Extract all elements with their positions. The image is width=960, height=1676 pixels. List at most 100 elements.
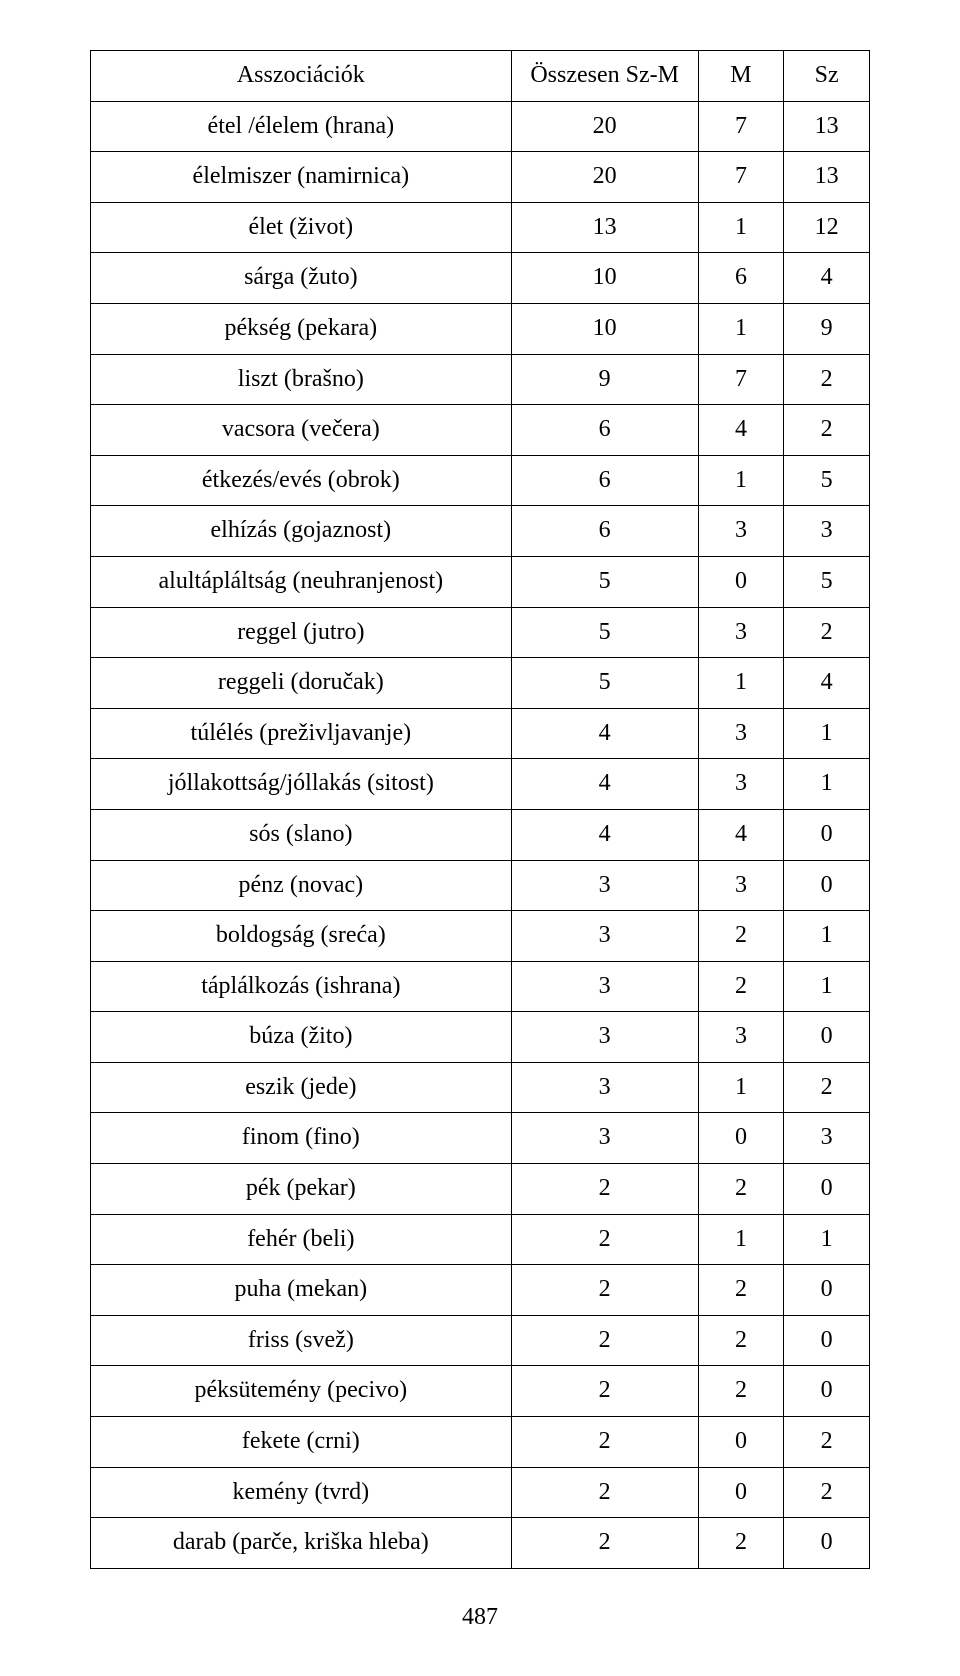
cell-sz: 3 <box>784 1113 870 1164</box>
cell-assoc: boldogság (sreća) <box>91 911 512 962</box>
cell-assoc: pék (pekar) <box>91 1164 512 1215</box>
cell-sz: 1 <box>784 708 870 759</box>
table-row: élet (život)13112 <box>91 202 870 253</box>
cell-total: 4 <box>511 809 698 860</box>
cell-total: 10 <box>511 303 698 354</box>
table-row: péksütemény (pecivo)220 <box>91 1366 870 1417</box>
cell-sz: 2 <box>784 1467 870 1518</box>
cell-sz: 0 <box>784 1012 870 1063</box>
cell-m: 2 <box>698 1366 784 1417</box>
cell-total: 13 <box>511 202 698 253</box>
cell-m: 2 <box>698 961 784 1012</box>
cell-sz: 0 <box>784 860 870 911</box>
cell-assoc: fekete (crni) <box>91 1417 512 1468</box>
table-row: táplálkozás (ishrana)321 <box>91 961 870 1012</box>
cell-total: 6 <box>511 506 698 557</box>
cell-total: 2 <box>511 1265 698 1316</box>
cell-assoc: finom (fino) <box>91 1113 512 1164</box>
table-row: eszik (jede)312 <box>91 1062 870 1113</box>
cell-assoc: pénz (novac) <box>91 860 512 911</box>
cell-m: 2 <box>698 1315 784 1366</box>
cell-total: 5 <box>511 556 698 607</box>
table-row: pénz (novac)330 <box>91 860 870 911</box>
cell-sz: 5 <box>784 455 870 506</box>
table-row: pék (pekar)220 <box>91 1164 870 1215</box>
cell-m: 3 <box>698 607 784 658</box>
cell-m: 2 <box>698 1164 784 1215</box>
cell-m: 2 <box>698 1518 784 1569</box>
cell-m: 7 <box>698 152 784 203</box>
cell-assoc: vacsora (večera) <box>91 405 512 456</box>
cell-assoc: eszik (jede) <box>91 1062 512 1113</box>
cell-m: 7 <box>698 354 784 405</box>
cell-m: 1 <box>698 455 784 506</box>
table-row: friss (svež)220 <box>91 1315 870 1366</box>
table-row: sós (slano)440 <box>91 809 870 860</box>
col-header-assoc: Asszociációk <box>91 51 512 102</box>
cell-sz: 2 <box>784 354 870 405</box>
cell-m: 1 <box>698 658 784 709</box>
col-header-total: Összesen Sz-M <box>511 51 698 102</box>
associations-table: Asszociációk Összesen Sz-M M Sz étel /él… <box>90 50 870 1569</box>
cell-assoc: túlélés (preživljavanje) <box>91 708 512 759</box>
cell-sz: 0 <box>784 1518 870 1569</box>
table-row: túlélés (preživljavanje)431 <box>91 708 870 759</box>
cell-sz: 9 <box>784 303 870 354</box>
cell-sz: 4 <box>784 253 870 304</box>
cell-total: 4 <box>511 759 698 810</box>
cell-total: 2 <box>511 1417 698 1468</box>
cell-sz: 13 <box>784 101 870 152</box>
cell-m: 1 <box>698 1062 784 1113</box>
cell-m: 2 <box>698 1265 784 1316</box>
table-header-row: Asszociációk Összesen Sz-M M Sz <box>91 51 870 102</box>
cell-assoc: táplálkozás (ishrana) <box>91 961 512 1012</box>
table-row: boldogság (sreća)321 <box>91 911 870 962</box>
cell-total: 4 <box>511 708 698 759</box>
associations-table-container: Asszociációk Összesen Sz-M M Sz étel /él… <box>90 50 870 1569</box>
cell-assoc: élelmiszer (namirnica) <box>91 152 512 203</box>
table-row: vacsora (večera)642 <box>91 405 870 456</box>
table-row: elhízás (gojaznost)633 <box>91 506 870 557</box>
cell-sz: 4 <box>784 658 870 709</box>
cell-assoc: étkezés/evés (obrok) <box>91 455 512 506</box>
cell-total: 2 <box>511 1214 698 1265</box>
cell-m: 7 <box>698 101 784 152</box>
cell-sz: 0 <box>784 1164 870 1215</box>
cell-m: 0 <box>698 1417 784 1468</box>
cell-m: 3 <box>698 860 784 911</box>
cell-sz: 2 <box>784 1417 870 1468</box>
cell-assoc: sós (slano) <box>91 809 512 860</box>
cell-total: 3 <box>511 860 698 911</box>
cell-assoc: búza (žito) <box>91 1012 512 1063</box>
table-row: étkezés/evés (obrok)615 <box>91 455 870 506</box>
table-row: liszt (brašno)972 <box>91 354 870 405</box>
cell-total: 2 <box>511 1518 698 1569</box>
table-row: jóllakottság/jóllakás (sitost)431 <box>91 759 870 810</box>
cell-m: 3 <box>698 759 784 810</box>
page-number: 487 <box>0 1604 960 1631</box>
cell-total: 3 <box>511 1012 698 1063</box>
cell-sz: 0 <box>784 1315 870 1366</box>
cell-sz: 3 <box>784 506 870 557</box>
cell-total: 6 <box>511 455 698 506</box>
table-row: reggeli (doručak)514 <box>91 658 870 709</box>
cell-total: 3 <box>511 911 698 962</box>
cell-assoc: darab (parče, kriška hleba) <box>91 1518 512 1569</box>
table-row: darab (parče, kriška hleba)220 <box>91 1518 870 1569</box>
cell-total: 2 <box>511 1467 698 1518</box>
cell-total: 2 <box>511 1366 698 1417</box>
cell-m: 4 <box>698 405 784 456</box>
cell-m: 2 <box>698 911 784 962</box>
cell-m: 6 <box>698 253 784 304</box>
cell-m: 0 <box>698 556 784 607</box>
cell-sz: 2 <box>784 607 870 658</box>
cell-assoc: étel /élelem (hrana) <box>91 101 512 152</box>
cell-m: 0 <box>698 1467 784 1518</box>
cell-sz: 13 <box>784 152 870 203</box>
col-header-sz: Sz <box>784 51 870 102</box>
cell-total: 5 <box>511 658 698 709</box>
cell-assoc: elhízás (gojaznost) <box>91 506 512 557</box>
cell-m: 4 <box>698 809 784 860</box>
cell-assoc: jóllakottság/jóllakás (sitost) <box>91 759 512 810</box>
table-body: étel /élelem (hrana)20713 élelmiszer (na… <box>91 101 870 1568</box>
